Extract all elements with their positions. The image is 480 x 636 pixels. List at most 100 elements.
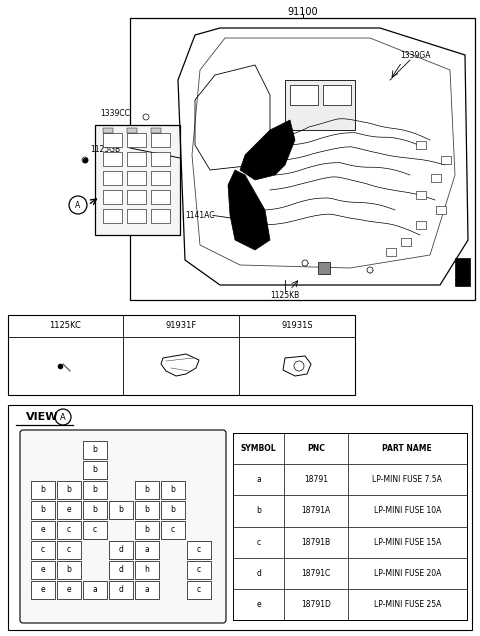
Bar	[57, 581, 81, 599]
Text: A: A	[75, 200, 81, 209]
Text: b: b	[93, 466, 97, 474]
Bar	[401, 238, 411, 246]
Bar	[109, 561, 133, 579]
Bar	[103, 152, 122, 166]
Bar	[8, 315, 355, 395]
Bar	[57, 541, 81, 559]
Text: d: d	[119, 586, 123, 595]
Bar	[103, 133, 122, 147]
Bar	[323, 85, 351, 105]
Bar	[103, 190, 122, 204]
Text: 91931F: 91931F	[166, 322, 197, 331]
Bar	[127, 133, 146, 147]
Bar	[416, 221, 426, 229]
Bar	[135, 501, 159, 519]
Text: c: c	[67, 546, 71, 555]
Bar	[57, 501, 81, 519]
Text: b: b	[93, 485, 97, 495]
Bar	[135, 541, 159, 559]
Bar	[431, 174, 441, 182]
Bar	[109, 501, 133, 519]
Text: e: e	[41, 565, 45, 574]
Text: LP-MINI FUSE 20A: LP-MINI FUSE 20A	[373, 569, 441, 577]
Circle shape	[294, 361, 304, 371]
Text: b: b	[256, 506, 261, 515]
Text: d: d	[256, 569, 261, 577]
FancyBboxPatch shape	[20, 430, 226, 623]
Text: e: e	[41, 586, 45, 595]
Bar	[290, 85, 318, 105]
Text: e: e	[256, 600, 261, 609]
Text: 18791A: 18791A	[301, 506, 331, 515]
Text: b: b	[67, 485, 72, 495]
Bar	[103, 171, 122, 185]
Bar	[83, 461, 107, 479]
Bar	[151, 133, 170, 147]
Bar	[83, 501, 107, 519]
Bar	[187, 561, 211, 579]
Bar	[127, 152, 146, 166]
Bar	[441, 156, 451, 164]
Text: LP-MINI FUSE 10A: LP-MINI FUSE 10A	[373, 506, 441, 515]
Text: 18791B: 18791B	[301, 537, 331, 546]
Text: a: a	[144, 586, 149, 595]
Circle shape	[367, 267, 373, 273]
Text: A: A	[60, 413, 66, 422]
Polygon shape	[240, 120, 295, 180]
Bar	[31, 501, 55, 519]
Text: LP-MINI FUSE 25A: LP-MINI FUSE 25A	[373, 600, 441, 609]
Text: b: b	[67, 565, 72, 574]
Text: c: c	[257, 537, 261, 546]
Bar	[151, 152, 170, 166]
Text: 1125GB: 1125GB	[90, 146, 120, 155]
Text: b: b	[93, 506, 97, 515]
Bar	[31, 581, 55, 599]
Text: c: c	[171, 525, 175, 534]
Text: 91100: 91100	[287, 7, 318, 17]
Bar	[151, 190, 170, 204]
Text: 1339CC: 1339CC	[100, 109, 130, 118]
Polygon shape	[228, 170, 270, 250]
Bar	[130, 18, 475, 300]
Bar	[103, 209, 122, 223]
Bar	[455, 258, 470, 286]
Text: 1125KC: 1125KC	[49, 322, 81, 331]
Text: b: b	[144, 525, 149, 534]
Text: 18791C: 18791C	[301, 569, 331, 577]
Bar	[135, 521, 159, 539]
Text: e: e	[67, 586, 72, 595]
Text: VIEW: VIEW	[26, 412, 59, 422]
Text: 1141AC: 1141AC	[185, 211, 215, 219]
Text: a: a	[256, 475, 261, 484]
Bar	[31, 481, 55, 499]
Text: 91931S: 91931S	[281, 322, 313, 331]
Bar	[31, 521, 55, 539]
Text: e: e	[67, 506, 72, 515]
Bar	[187, 581, 211, 599]
Text: b: b	[144, 506, 149, 515]
Text: SYMBOL: SYMBOL	[241, 444, 276, 453]
Bar	[151, 128, 161, 133]
Bar	[31, 541, 55, 559]
Bar	[386, 248, 396, 256]
Bar	[57, 481, 81, 499]
Bar	[127, 190, 146, 204]
Text: c: c	[197, 565, 201, 574]
Bar	[151, 171, 170, 185]
Bar	[109, 581, 133, 599]
Bar	[103, 128, 113, 133]
Text: PNC: PNC	[307, 444, 325, 453]
Bar	[83, 581, 107, 599]
Text: b: b	[41, 485, 46, 495]
Bar	[233, 433, 467, 620]
Bar	[135, 581, 159, 599]
Text: h: h	[144, 565, 149, 574]
Text: b: b	[41, 506, 46, 515]
Bar	[83, 441, 107, 459]
Text: a: a	[93, 586, 97, 595]
Text: a: a	[144, 546, 149, 555]
Text: 18791: 18791	[304, 475, 328, 484]
Text: b: b	[119, 506, 123, 515]
Bar	[436, 206, 446, 214]
Text: LP-MINI FUSE 15A: LP-MINI FUSE 15A	[373, 537, 441, 546]
